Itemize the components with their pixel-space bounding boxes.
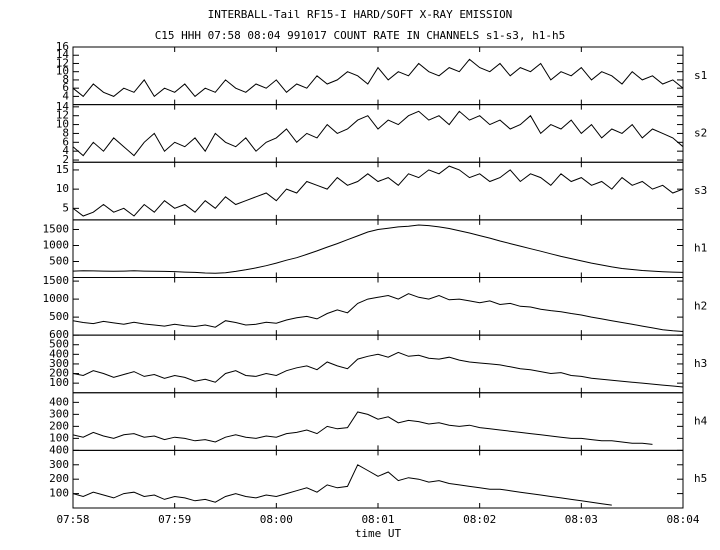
y-tick-label: 400 [49, 347, 69, 360]
y-tick-label: 6 [62, 135, 69, 148]
panel-label: s3 [694, 184, 707, 197]
y-tick-label: 300 [49, 407, 69, 420]
panel-label: s1 [694, 69, 707, 82]
panel-label: h3 [694, 357, 707, 370]
y-tick-label: 5 [62, 201, 69, 214]
y-tick-label: 4 [62, 144, 69, 157]
x-axis-label: time UT [355, 527, 402, 540]
y-tick-label: 300 [49, 458, 69, 471]
panel-label: s2 [694, 126, 707, 139]
y-tick-label: 10 [56, 118, 69, 131]
x-tick-label: 08:00 [260, 513, 293, 526]
panel-frame [72, 104, 684, 163]
y-tick-label: 100 [49, 376, 69, 389]
panel-frame [72, 219, 684, 278]
y-tick-label: 400 [49, 443, 69, 456]
data-line [73, 165, 683, 217]
y-tick-label: 500 [49, 254, 69, 267]
y-tick-label: 200 [49, 472, 69, 485]
data-line [73, 464, 612, 506]
x-tick-label: 08:01 [361, 513, 394, 526]
y-tick-label: 300 [49, 357, 69, 370]
y-tick-label: 400 [49, 395, 69, 408]
y-tick-label: 12 [56, 56, 69, 69]
data-line [73, 351, 683, 388]
y-tick-label: 14 [56, 48, 70, 61]
y-tick-label: 2 [62, 153, 69, 166]
y-tick-label: 1500 [43, 274, 70, 287]
y-tick-label: 16 [56, 40, 69, 53]
panel-frame [72, 161, 684, 221]
data-line [73, 411, 653, 445]
y-tick-label: 15 [56, 163, 69, 176]
y-tick-label: 100 [49, 487, 69, 500]
y-tick-label: 1500 [43, 222, 70, 235]
x-tick-label: 08:02 [463, 513, 496, 526]
x-tick-label: 08:04 [666, 513, 699, 526]
y-tick-label: 12 [56, 109, 69, 122]
y-tick-label: 600 [49, 328, 69, 341]
y-tick-label: 8 [62, 126, 69, 139]
y-tick-label: 1000 [43, 292, 70, 305]
chart-title: INTERBALL-Tail RF15-I HARD/SOFT X-RAY EM… [208, 8, 513, 21]
panel-frame [72, 392, 684, 451]
chart-subtitle: C15 HHH 07:58 08:04 991017 COUNT RATE IN… [155, 29, 566, 42]
panel-label: h1 [694, 242, 707, 255]
data-line [73, 58, 683, 98]
y-tick-label: 100 [49, 431, 69, 444]
panel-label: h5 [694, 472, 707, 485]
panel-label: h2 [694, 299, 707, 312]
y-tick-label: 4 [62, 89, 69, 102]
y-tick-label: 500 [49, 310, 69, 323]
panel-label: h4 [694, 415, 708, 428]
x-tick-label: 07:58 [56, 513, 89, 526]
y-tick-label: 8 [62, 73, 69, 86]
y-tick-label: 10 [56, 65, 69, 78]
panel-frame [72, 334, 684, 394]
y-tick-label: 10 [56, 182, 69, 195]
x-tick-label: 07:59 [158, 513, 191, 526]
y-tick-label: 200 [49, 367, 69, 380]
data-line [73, 110, 683, 157]
y-tick-label: 14 [56, 100, 70, 113]
y-tick-label: 6 [62, 81, 69, 94]
data-line [73, 293, 683, 332]
panel-frame [72, 46, 684, 106]
data-line [73, 224, 683, 274]
y-tick-label: 200 [49, 419, 69, 432]
y-tick-label: 1000 [43, 238, 70, 251]
y-tick-label: 500 [49, 338, 69, 351]
x-tick-label: 08:03 [565, 513, 598, 526]
